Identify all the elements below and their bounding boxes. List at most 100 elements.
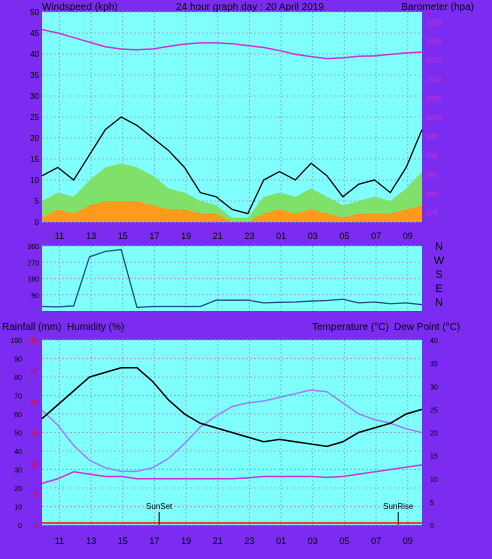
wind-axis-tick: 5 — [35, 197, 40, 206]
dewpoint-axis-title: Dew Point (°C) — [394, 322, 460, 333]
humidity-axis-tick: 10 — [14, 505, 22, 512]
compass-label: N — [435, 297, 443, 309]
temp-time-tick: 21 — [213, 536, 223, 546]
dewpoint-line — [41, 464, 423, 485]
temp-time-tick: 07 — [371, 536, 381, 546]
pressure-axis-tick: 990 — [426, 153, 438, 160]
wind-pressure-panel: 0510152025303540455097598098599099510001… — [30, 8, 442, 241]
pressure-axis-tick: 1010 — [426, 77, 442, 84]
temperature-axis-tick: 20 — [430, 431, 438, 438]
wind-time-tick: 05 — [339, 231, 349, 241]
temperature-axis-tick: 40 — [430, 338, 438, 345]
temperature-axis-tick: 25 — [430, 407, 438, 414]
temp-time-tick: 01 — [276, 536, 286, 546]
pressure-axis-tick: 985 — [426, 172, 438, 179]
direction-axis-tick: 270 — [27, 260, 39, 267]
rain-axis-tick: 25 — [30, 369, 38, 376]
pressure-axis-title: Barometer (hpa) — [401, 2, 474, 13]
humidity-axis-tick: 90 — [14, 357, 22, 364]
temperature-axis-tick: 10 — [430, 477, 438, 484]
humidity-axis-tick: 30 — [14, 468, 22, 475]
sunset-label: SunSet — [146, 502, 173, 511]
wind-time-tick: 21 — [213, 231, 223, 241]
wind-gust-line — [41, 116, 423, 215]
pressure-axis-tick: 1005 — [426, 96, 442, 103]
rain-axis-title: Rainfall (mm) — [2, 322, 61, 333]
wind-axis-tick: 40 — [30, 50, 39, 59]
pressure-line — [41, 28, 423, 60]
humidity-axis-tick: 40 — [14, 449, 22, 456]
direction-axis-tick: 360 — [27, 244, 39, 251]
wind-time-tick: 13 — [86, 231, 96, 241]
wind-axis-tick: 20 — [30, 134, 39, 143]
pressure-axis-tick: 1020 — [426, 39, 442, 46]
rain-axis-tick: 10 — [30, 461, 38, 468]
temp-time-tick: 17 — [149, 536, 159, 546]
humidity-axis-tick: 0 — [18, 523, 22, 530]
temp-time-tick: 15 — [118, 536, 128, 546]
rain-axis-tick: 15 — [30, 431, 38, 438]
wind-axis-tick: 35 — [30, 71, 39, 80]
wind-time-tick: 01 — [276, 231, 286, 241]
wind-axis-tick: 30 — [30, 92, 39, 101]
humidity-axis-tick: 60 — [14, 412, 22, 419]
wind-axis-tick: 45 — [30, 29, 39, 38]
temperature-line — [41, 367, 423, 448]
wind-time-tick: 23 — [244, 231, 254, 241]
humidity-axis-tick: 50 — [14, 431, 22, 438]
compass-label: S — [435, 269, 442, 281]
temperature-axis-tick: 15 — [430, 454, 438, 461]
rain-axis-tick: 30 — [30, 338, 38, 345]
temperature-axis-tick: 0 — [430, 523, 434, 530]
humidity-axis-tick: 70 — [14, 394, 22, 401]
humidity-axis-tick: 80 — [14, 375, 22, 382]
wind-axis-tick: 0 — [35, 218, 40, 227]
direction-axis-tick: 180 — [27, 277, 39, 284]
temperature-axis-title: Temperature (°C) — [312, 322, 389, 333]
wind-time-tick: 19 — [181, 231, 191, 241]
temperature-axis-tick: 5 — [430, 500, 434, 507]
temperature-axis-tick: 35 — [430, 361, 438, 368]
direction-axis-tick: 90 — [31, 293, 39, 300]
graph-title: 24 hour graph day : 20 April 2019 — [176, 2, 324, 13]
wind-axis-tick: 15 — [30, 155, 39, 164]
temp-time-tick: 05 — [339, 536, 349, 546]
wind-time-tick: 03 — [308, 231, 318, 241]
wind-axis-tick: 25 — [30, 113, 39, 122]
wind-time-tick: 15 — [118, 231, 128, 241]
temp-time-tick: 03 — [308, 536, 318, 546]
compass-label: W — [434, 255, 445, 267]
pressure-axis-tick: 975 — [426, 210, 438, 217]
humidity-axis-tick: 100 — [10, 338, 22, 345]
wind-time-tick: 17 — [149, 231, 159, 241]
wind-time-tick: 11 — [55, 231, 64, 241]
humidity-axis-title: Humidity (%) — [67, 322, 124, 333]
wind-axis-tick: 50 — [30, 8, 39, 17]
humidity-axis-tick: 20 — [14, 486, 22, 493]
temp-time-tick: 09 — [403, 536, 413, 546]
pressure-axis-tick: 980 — [426, 191, 438, 198]
temp-time-tick: 13 — [86, 536, 96, 546]
rain-axis-tick: 20 — [30, 400, 38, 407]
pressure-axis-tick: 1000 — [426, 115, 442, 122]
wind-direction-line — [41, 248, 423, 309]
rain-axis-tick: 0 — [34, 523, 38, 530]
compass-label: E — [435, 283, 442, 295]
pressure-axis-tick: 995 — [426, 134, 438, 141]
sunrise-label: SunRise — [383, 502, 414, 511]
wind-time-tick: 09 — [403, 231, 413, 241]
wind-lull-area — [42, 201, 422, 222]
wind-time-tick: 07 — [371, 231, 381, 241]
temp-time-tick: 11 — [55, 536, 64, 546]
temperature-axis-tick: 30 — [430, 384, 438, 391]
compass-label: N — [435, 241, 443, 253]
humidity-line — [41, 389, 423, 473]
pressure-axis-tick: 1015 — [426, 58, 442, 65]
temp-time-tick: 23 — [244, 536, 254, 546]
temp-time-tick: 19 — [181, 536, 191, 546]
temperature-humidity-panel: 0102030405060708090100051015202530051015… — [10, 338, 438, 546]
pressure-axis-tick: 1025 — [426, 20, 442, 27]
wind-axis-title: Windspeed (kph) — [42, 2, 118, 13]
